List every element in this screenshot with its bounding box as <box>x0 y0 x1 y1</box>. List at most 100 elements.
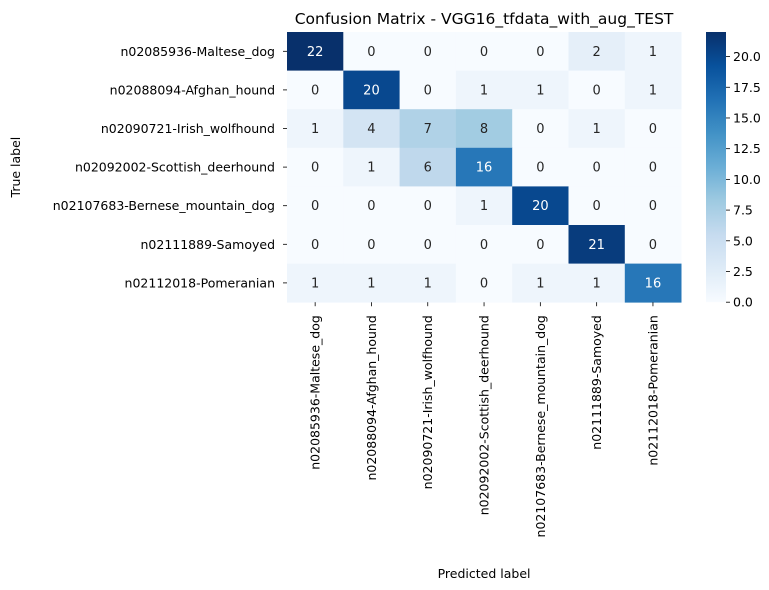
heatmap-cell <box>568 70 626 110</box>
cell-value-label: 0 <box>536 122 544 137</box>
colorbar-tick-label: 5.0 <box>733 233 753 248</box>
heatmap-cell <box>343 225 400 264</box>
cell-value-label: 1 <box>593 276 601 291</box>
cell-value-label: 0 <box>536 45 544 60</box>
heatmap-cell <box>568 263 626 303</box>
y-tick-label: n02088094-Afghan_hound <box>110 82 275 97</box>
heatmap-cell <box>624 109 682 149</box>
y-tick-label: n02092002-Scottish_deerhound <box>75 160 275 175</box>
cell-value-label: 20 <box>363 83 380 98</box>
cell-value-label: 0 <box>593 199 601 214</box>
cell-value-label: 1 <box>367 161 375 176</box>
heatmap-cell <box>624 225 682 264</box>
cell-value-label: 0 <box>367 238 375 253</box>
heatmap-cell <box>343 263 400 303</box>
x-tick-label: n02092002-Scottish_deerhound <box>477 315 492 515</box>
heatmap-cell <box>455 32 513 71</box>
y-tick-label: n02090721-Irish_wolfhound <box>101 121 275 136</box>
colorbar-tick-label: 0.0 <box>733 295 753 310</box>
colorbar-tick-label: 15.0 <box>733 110 761 125</box>
heatmap-cell <box>343 70 400 110</box>
y-tick-label: n02111889-Samoyed <box>141 237 276 252</box>
cell-value-label: 0 <box>593 161 601 176</box>
heatmap-cell <box>512 225 569 264</box>
heatmap-cell <box>568 32 626 71</box>
cell-value-label: 0 <box>649 122 657 137</box>
heatmap-cell <box>287 186 344 226</box>
cell-value-label: 0 <box>424 199 432 214</box>
cell-value-label: 2 <box>593 45 601 60</box>
heatmap-cell <box>399 109 457 149</box>
x-tick-label: n02111889-Samoyed <box>589 315 604 450</box>
cell-value-label: 0 <box>649 238 657 253</box>
y-tick-label: n02107683-Bernese_mountain_dog <box>53 198 275 213</box>
cell-value-label: 1 <box>480 83 488 98</box>
cell-value-label: 1 <box>480 199 488 214</box>
cell-value-label: 0 <box>480 238 488 253</box>
y-tick-label: n02085936-Maltese_dog <box>120 44 275 59</box>
heatmap-cell <box>568 225 626 264</box>
x-tick-label: n02088094-Afghan_hound <box>364 315 379 480</box>
cell-value-label: 1 <box>649 83 657 98</box>
colorbar-tick-label: 20.0 <box>733 49 761 64</box>
heatmap-cell <box>624 186 682 226</box>
heatmap-cell <box>624 263 682 303</box>
cell-value-label: 1 <box>536 83 544 98</box>
heatmap-cell <box>343 32 400 71</box>
x-tick-label: n02085936-Maltese_dog <box>308 315 323 470</box>
heatmap-cell <box>287 70 344 110</box>
heatmap-cell <box>343 186 400 226</box>
cell-value-label: 7 <box>424 122 432 137</box>
colorbar-tick-label: 12.5 <box>733 141 761 156</box>
x-axis-label: Predicted label <box>438 566 531 581</box>
colorbar-tick-label: 17.5 <box>733 80 761 95</box>
heatmap-cell <box>455 70 513 110</box>
heatmap-cell <box>287 32 344 71</box>
heatmap-cell <box>624 32 682 71</box>
colorbar-tick-label: 10.0 <box>733 172 761 187</box>
heatmap-cell <box>568 109 626 149</box>
heatmap-cell <box>287 147 344 187</box>
cell-value-label: 16 <box>645 276 662 291</box>
heatmap-cell <box>343 147 400 187</box>
heatmap-cell <box>455 225 513 264</box>
cell-value-label: 0 <box>311 199 319 214</box>
cell-value-label: 0 <box>593 83 601 98</box>
heatmap-cell <box>512 32 569 71</box>
cell-value-label: 16 <box>476 161 493 176</box>
heatmap-cell <box>624 70 682 110</box>
x-tick-labels: n02085936-Maltese_dog n02088094-Afghan_ho… <box>308 302 660 537</box>
colorbar: 0.0 2.5 5.0 7.5 10.0 12.5 15.0 17.5 20.0 <box>706 32 761 310</box>
y-tick-labels: n02085936-Maltese_dog n02088094-Afghan_ho… <box>53 44 287 290</box>
cell-value-label: 20 <box>532 199 549 214</box>
x-tick-label: n02090721-Irish_wolfhound <box>420 315 435 489</box>
colorbar-tick-label: 7.5 <box>733 203 753 218</box>
heatmap-cell <box>287 263 344 303</box>
cell-value-label: 0 <box>367 45 375 60</box>
colorbar-gradient <box>706 32 726 303</box>
x-tick-label: n02107683-Bernese_mountain_dog <box>533 315 548 537</box>
chart-title: Confusion Matrix - VGG16_tfdata_with_aug… <box>295 10 674 29</box>
cell-value-label: 0 <box>424 45 432 60</box>
cell-value-label: 0 <box>311 161 319 176</box>
heatmap-cell <box>568 186 626 226</box>
cell-value-label: 0 <box>536 161 544 176</box>
cell-value-label: 0 <box>480 276 488 291</box>
cell-value-label: 8 <box>480 122 488 137</box>
heatmap-cell <box>455 147 513 187</box>
cell-value-label: 0 <box>311 83 319 98</box>
y-tick-label: n02112018-Pomeranian <box>125 275 275 290</box>
heatmap-cell <box>399 32 457 71</box>
cell-value-label: 0 <box>536 238 544 253</box>
cell-value-label: 0 <box>424 83 432 98</box>
heatmap-cell <box>287 225 344 264</box>
cell-value-label: 1 <box>424 276 432 291</box>
heatmap-cell <box>512 263 569 303</box>
cell-value-label: 1 <box>311 276 319 291</box>
cell-value-label: 0 <box>367 199 375 214</box>
heatmap-cell <box>512 186 569 226</box>
cell-value-label: 1 <box>649 45 657 60</box>
cell-value-label: 0 <box>424 238 432 253</box>
heatmap-cell <box>287 109 344 149</box>
heatmap-cell <box>343 109 400 149</box>
